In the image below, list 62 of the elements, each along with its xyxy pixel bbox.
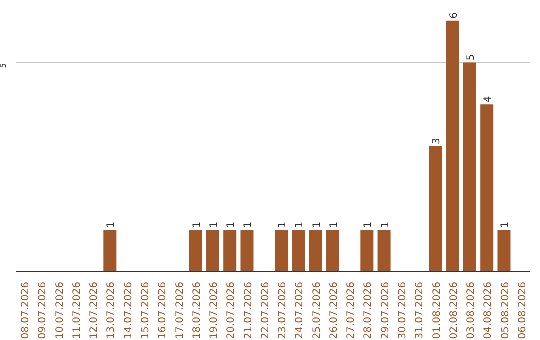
x-tick-label: 23.07.2026 [278, 282, 289, 340]
data-label: 1 [294, 222, 306, 228]
x-tick-label: 27.07.2026 [346, 282, 358, 340]
x-tick-label: 21.07.2026 [243, 282, 254, 340]
x-tick-label: 08.07.2026 [20, 282, 32, 340]
x-tick-label: 25.07.2026 [312, 282, 323, 340]
x-tick-label: 29.07.2026 [380, 282, 392, 340]
bar [326, 230, 340, 272]
data-label: 6 [448, 12, 460, 19]
x-tick-label: 12.07.2026 [89, 282, 100, 340]
x-tick-label: 24.07.2026 [294, 282, 306, 340]
bar [360, 230, 374, 272]
bar [275, 230, 288, 272]
x-tick-label: 01.08.2026 [432, 282, 443, 340]
bar [378, 230, 391, 272]
data-label: 1 [363, 222, 374, 228]
x-tick-label: 14.07.2026 [123, 282, 134, 340]
data-label: 1 [226, 222, 238, 228]
data-label: 4 [483, 96, 494, 103]
x-tick-label: 15.07.2026 [140, 282, 152, 340]
x-tick-label: 13.07.2026 [106, 282, 118, 340]
x-tick-label: 11.07.2026 [72, 282, 83, 340]
x-tick-label: 20.07.2026 [226, 282, 238, 340]
data-label: 1 [192, 222, 203, 228]
bar [480, 104, 494, 272]
bar [498, 230, 511, 272]
bar [429, 146, 442, 272]
x-tick-label: 26.07.2026 [328, 282, 340, 340]
x-tick-label: 04.08.2026 [483, 282, 494, 340]
bar [224, 230, 237, 272]
x-tick-label: 19.07.2026 [209, 282, 220, 340]
x-tick-label: 10.07.2026 [54, 282, 66, 340]
bar [446, 20, 460, 272]
bar [189, 230, 202, 272]
bar [463, 62, 476, 272]
data-label: 1 [278, 222, 288, 228]
x-tick-label: 05.08.2026 [500, 282, 512, 340]
x-tick-label: 28.07.2026 [363, 282, 374, 340]
x-tick-label: 18.07.2026 [192, 282, 203, 340]
x-tick-label: 03.08.2026 [466, 282, 478, 340]
data-label: 1 [312, 222, 323, 228]
data-label: 3 [432, 138, 443, 144]
data-label: 1 [500, 222, 512, 228]
x-tick-label: 16.07.2026 [158, 282, 169, 340]
data-label: 1 [243, 222, 254, 228]
x-tick-label: 30.07.2026 [398, 282, 408, 340]
bar [206, 230, 220, 272]
data-label: 5 [466, 54, 477, 61]
x-tick-label: 17.07.2026 [174, 282, 186, 340]
x-tick-label: 22.07.2026 [260, 282, 272, 340]
data-label: 1 [106, 222, 118, 228]
data-label: 1 [380, 222, 392, 228]
bar [104, 230, 117, 272]
bar [309, 230, 322, 272]
data-label: 1 [328, 222, 340, 228]
data-label: 1 [208, 222, 220, 228]
x-tick-label: 09.07.2026 [38, 282, 49, 340]
bar [240, 230, 254, 272]
x-tick-label: 06.08.2026 [517, 282, 528, 340]
bar [292, 230, 306, 272]
x-tick-label: 31.07.2026 [414, 282, 426, 340]
x-tick-label: 02.08.2026 [448, 282, 460, 340]
